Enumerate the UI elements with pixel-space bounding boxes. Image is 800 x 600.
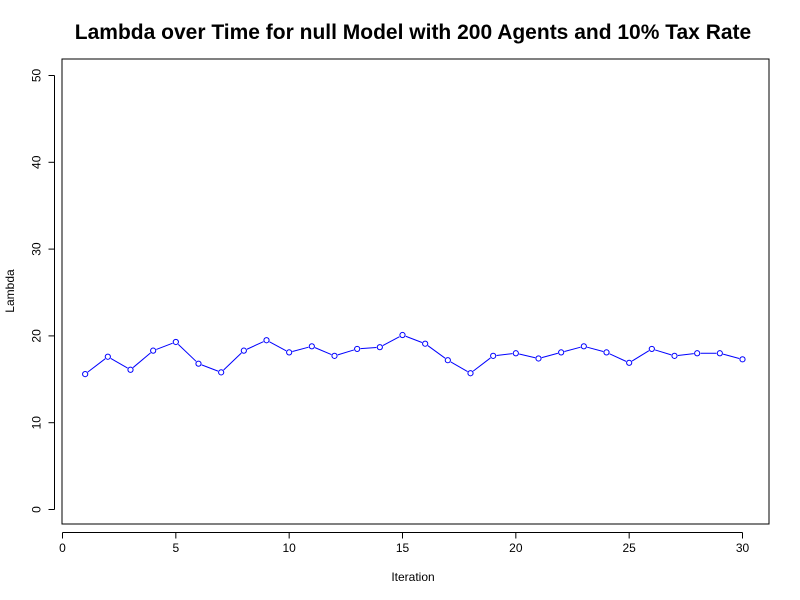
data-point	[558, 349, 565, 356]
data-point	[218, 369, 225, 376]
data-point	[444, 357, 451, 364]
data-point	[512, 350, 519, 357]
data-point	[286, 349, 293, 356]
y-tick-label: 30	[30, 242, 44, 256]
y-tick-label: 50	[30, 69, 44, 83]
x-axis: 0 5 10 15 20 25 30	[59, 532, 750, 555]
series-line-segment	[223, 352, 242, 371]
data-point	[263, 337, 270, 344]
series-line-segment	[405, 335, 423, 343]
x-tick-label: 25	[622, 541, 636, 555]
y-axis-label: Lambda	[3, 269, 17, 313]
series-line-segment	[586, 346, 604, 352]
data-point	[172, 338, 179, 346]
x-tick-label: 30	[736, 541, 750, 555]
series-line-segment	[450, 361, 468, 372]
data-point	[127, 366, 134, 373]
series-line-segment	[472, 357, 491, 372]
series-line-segment	[722, 353, 740, 359]
data-point	[150, 347, 157, 354]
series-line-segment	[677, 353, 694, 356]
series-line-segment	[496, 353, 513, 356]
data-point	[82, 370, 89, 378]
data-point	[195, 360, 202, 367]
data-point	[671, 352, 678, 359]
series-line-segment	[156, 342, 173, 350]
data-point	[399, 331, 406, 339]
series-line-segment	[360, 346, 377, 350]
series-line-segment	[246, 341, 264, 350]
data-point	[308, 343, 315, 350]
data-point	[467, 370, 474, 377]
x-tick-label: 5	[172, 541, 179, 555]
data-point	[104, 353, 111, 360]
x-tick-label: 20	[509, 541, 523, 555]
series-line-segment	[177, 343, 197, 362]
data-point	[626, 359, 633, 366]
plot-box	[61, 58, 770, 525]
data-point	[422, 340, 429, 347]
data-series	[82, 331, 746, 378]
data-point	[354, 345, 361, 353]
series-line-segment	[314, 347, 332, 356]
data-point	[535, 355, 542, 362]
y-tick-label: 40	[30, 155, 44, 169]
series-line-segment	[519, 353, 536, 359]
x-axis-label: Iteration	[391, 570, 434, 584]
chart-title: Lambda over Time for null Model with 200…	[75, 21, 751, 44]
series-line-segment	[110, 357, 128, 369]
series-line-segment	[382, 336, 400, 347]
data-point	[603, 349, 610, 356]
series-line-segment	[609, 353, 627, 362]
data-point	[716, 350, 723, 357]
x-tick-label: 15	[396, 541, 410, 555]
series-line-segment	[201, 364, 219, 372]
series-line-segment	[337, 349, 355, 356]
series-line-segment	[631, 350, 650, 362]
series-line-segment	[564, 346, 581, 352]
y-tick-label: 10	[30, 416, 44, 430]
series-line-segment	[427, 345, 446, 359]
data-point	[580, 343, 587, 350]
data-point	[240, 347, 247, 354]
series-line-segment	[292, 346, 309, 352]
data-point	[490, 352, 497, 359]
series-line-segment	[269, 341, 287, 352]
y-axis: 0 10 20 30 40 50	[30, 69, 55, 513]
series-line-segment	[132, 352, 151, 368]
y-tick-label: 0	[30, 506, 44, 513]
x-tick-label: 0	[59, 541, 66, 555]
x-tick-label: 10	[282, 541, 296, 555]
data-point	[694, 350, 701, 357]
data-point	[376, 344, 383, 351]
data-point	[739, 356, 746, 363]
data-point	[648, 345, 655, 353]
data-point	[331, 352, 338, 359]
y-tick-label: 20	[30, 329, 44, 343]
series-line-segment	[654, 349, 672, 356]
series-line-segment	[541, 352, 559, 359]
series-line-segment	[87, 358, 106, 373]
